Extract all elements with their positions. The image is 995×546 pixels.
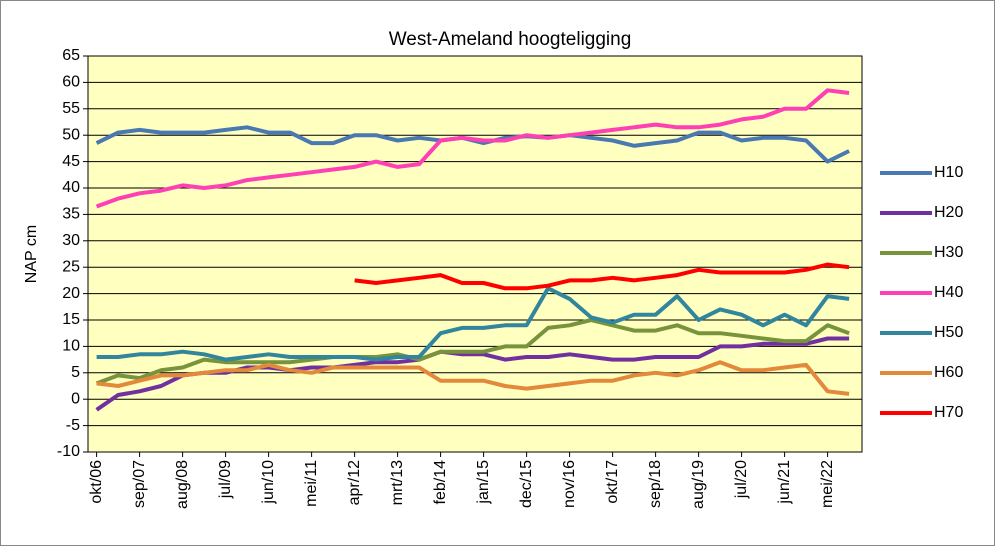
chart-title: West-Ameland hoogteligging bbox=[389, 29, 632, 50]
x-tick-label: sep/18 bbox=[647, 460, 664, 508]
x-tick-label: aug/08 bbox=[174, 460, 191, 509]
x-tick-label: nov/16 bbox=[561, 460, 578, 508]
legend-label: H50 bbox=[934, 324, 963, 341]
legend-label: H60 bbox=[934, 364, 963, 381]
series-line bbox=[96, 286, 850, 362]
y-tick-label: 40 bbox=[62, 179, 80, 196]
x-tick-label: aug/19 bbox=[690, 460, 707, 509]
x-tick-label: jul/09 bbox=[217, 460, 234, 499]
series-line bbox=[354, 262, 850, 291]
x-tick-label: mei/11 bbox=[303, 460, 320, 507]
x-tick-label: feb/14 bbox=[432, 460, 449, 505]
y-axis-label: NAP cm bbox=[23, 225, 40, 283]
x-tick-label: sep/07 bbox=[131, 460, 148, 508]
series-line bbox=[95, 336, 850, 412]
y-tick-label: 0 bbox=[71, 390, 80, 407]
series-line bbox=[96, 360, 850, 396]
x-tick-label: jan/15 bbox=[475, 460, 492, 505]
y-tick-label: -10 bbox=[57, 443, 80, 460]
y-tick-label: 25 bbox=[62, 258, 80, 275]
y-tick-label: 65 bbox=[62, 47, 80, 64]
legend-label: H40 bbox=[934, 284, 963, 301]
legend-label: H10 bbox=[934, 164, 963, 181]
x-tick-label: mrt/13 bbox=[389, 460, 406, 505]
y-tick-label: 30 bbox=[62, 232, 80, 249]
x-tick-label: okt/06 bbox=[88, 460, 105, 504]
y-tick-label: 55 bbox=[62, 100, 80, 117]
plot-area bbox=[88, 56, 862, 452]
legend-label: H20 bbox=[934, 204, 963, 221]
x-tick-label: mei/22 bbox=[819, 460, 836, 508]
x-tick-label: okt/17 bbox=[604, 460, 621, 504]
y-tick-label: 5 bbox=[71, 364, 80, 381]
y-tick-label: 60 bbox=[62, 74, 80, 91]
legend-label: H30 bbox=[934, 244, 963, 261]
x-tick-label: jul/20 bbox=[733, 460, 750, 499]
x-tick-label: jun/21 bbox=[776, 460, 793, 505]
x-tick-label: dec/15 bbox=[518, 460, 535, 508]
x-tick-label: apr/12 bbox=[346, 460, 363, 505]
x-tick-label: jun/10 bbox=[260, 460, 277, 505]
series-line bbox=[95, 318, 850, 386]
y-tick-label: 50 bbox=[62, 126, 80, 143]
y-tick-label: -5 bbox=[66, 417, 80, 434]
y-tick-label: 45 bbox=[62, 153, 80, 170]
series-line bbox=[95, 88, 850, 209]
y-tick-label: 10 bbox=[62, 338, 80, 355]
y-tick-label: 20 bbox=[62, 285, 80, 302]
y-tick-label: 15 bbox=[62, 311, 80, 328]
legend-label: H70 bbox=[934, 404, 963, 421]
plot-border bbox=[87, 55, 863, 453]
y-tick-label: 35 bbox=[62, 206, 80, 223]
